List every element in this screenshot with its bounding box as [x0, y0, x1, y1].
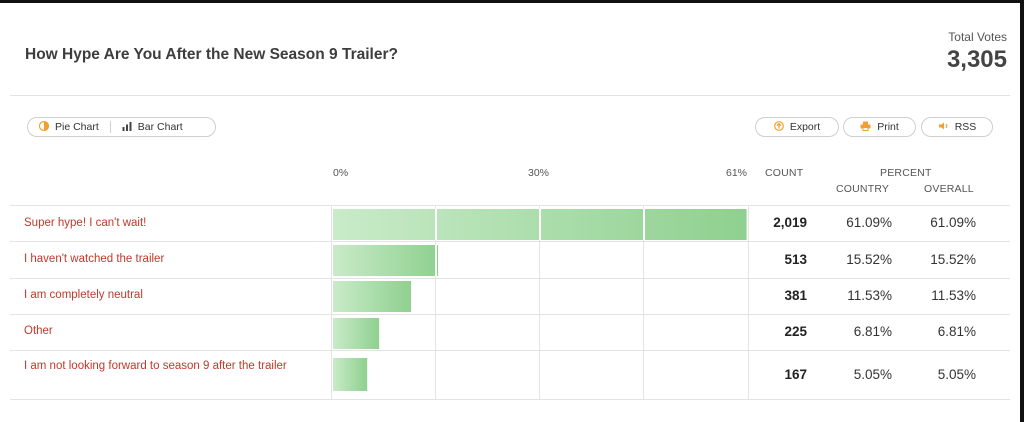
chart-axis-line	[331, 205, 332, 400]
count-column-header: COUNT	[765, 167, 804, 179]
vote-count: 513	[784, 252, 807, 267]
rss-label: RSS	[954, 121, 977, 133]
header-divider	[10, 95, 1010, 96]
country-column-header: COUNTRY	[836, 183, 890, 195]
vote-count: 381	[784, 288, 807, 303]
print-button[interactable]: Print	[843, 117, 916, 137]
vote-count: 225	[784, 324, 807, 339]
row-divider	[10, 278, 1010, 279]
bar-chart-icon	[122, 121, 132, 134]
answer-label: I am completely neutral	[24, 289, 143, 301]
answer-label: Other	[24, 325, 53, 337]
printer-icon	[860, 121, 871, 134]
pie-chart-icon	[38, 120, 50, 134]
x-tick-label: 0%	[333, 167, 349, 179]
export-button[interactable]: Export	[755, 117, 839, 137]
country-percent: 6.81%	[853, 324, 892, 339]
grid-line	[748, 205, 749, 400]
bar-chart-button[interactable]: Bar Chart	[111, 118, 194, 136]
overall-percent: 5.05%	[937, 367, 976, 382]
vote-count: 167	[784, 367, 807, 382]
answer-label: Super hype! I can't wait!	[24, 217, 147, 229]
x-tick-label: 61%	[726, 167, 748, 179]
answer-label: I haven't watched the trailer	[24, 253, 165, 265]
toggle-divider	[109, 121, 111, 133]
chart-type-toggle: Pie Chart Bar Chart	[27, 117, 216, 137]
print-label: Print	[877, 121, 899, 133]
bar-segment-gap	[539, 209, 541, 240]
country-percent: 11.53%	[847, 288, 892, 303]
export-label: Export	[789, 121, 821, 133]
percent-column-header: PERCENT	[880, 167, 932, 179]
total-votes-value: 3,305	[946, 46, 1007, 73]
bar	[333, 318, 380, 349]
overall-percent: 11.53%	[931, 288, 976, 303]
country-percent: 61.09%	[846, 215, 892, 230]
overall-percent: 61.09%	[930, 215, 976, 230]
rss-button[interactable]: RSS	[921, 117, 993, 137]
overall-percent: 6.81%	[937, 324, 976, 339]
overall-column-header: OVERALL	[924, 183, 974, 195]
pie-chart-label: Pie Chart	[55, 121, 99, 133]
row-divider	[10, 314, 1010, 315]
poll-title: How Hype Are You After the New Season 9 …	[25, 46, 398, 63]
country-percent: 5.05%	[853, 367, 892, 382]
bar-segment-gap	[435, 209, 437, 240]
export-icon	[773, 120, 784, 134]
x-tick-label: 30%	[528, 167, 550, 179]
grid-line	[539, 205, 540, 400]
bar	[333, 281, 412, 312]
grid-line	[643, 205, 644, 400]
answer-label: I am not looking forward to season 9 aft…	[24, 360, 287, 372]
window-edge	[1020, 0, 1024, 422]
vote-count: 2,019	[773, 215, 807, 230]
grid-line	[435, 205, 436, 400]
row-divider	[10, 399, 1010, 400]
pie-chart-button[interactable]: Pie Chart	[28, 118, 110, 136]
rss-icon	[938, 121, 949, 134]
row-divider	[10, 241, 1010, 242]
total-votes-label: Total Votes	[948, 30, 1007, 44]
country-percent: 15.52%	[846, 252, 892, 267]
bar	[333, 245, 439, 276]
overall-percent: 15.52%	[930, 252, 976, 267]
bar-chart-label: Bar Chart	[137, 121, 183, 133]
bar	[333, 358, 368, 391]
row-divider	[10, 205, 1010, 206]
bar-segment-gap	[643, 209, 645, 240]
bar-segment-gap	[435, 245, 437, 276]
row-divider	[10, 350, 1010, 351]
